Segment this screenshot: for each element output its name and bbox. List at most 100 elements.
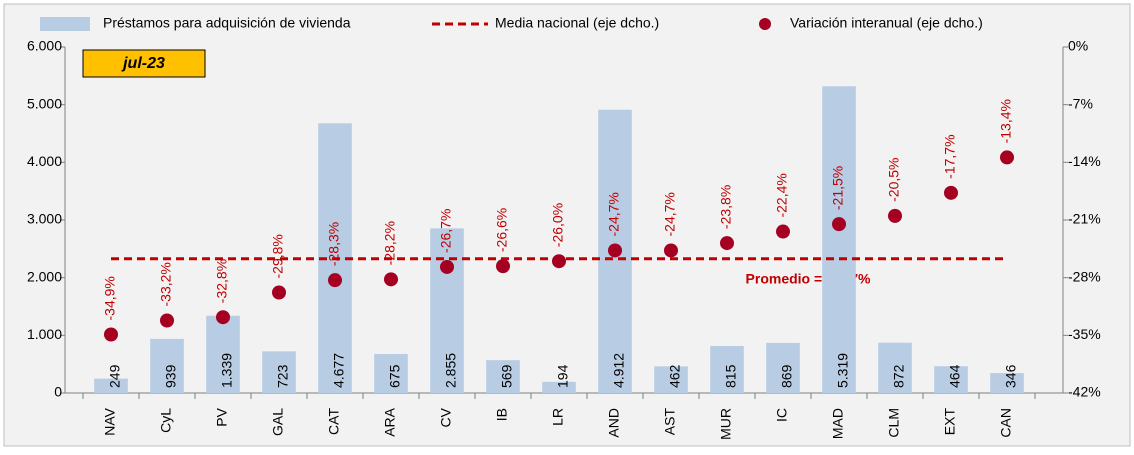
x-tick-label: EXT bbox=[942, 408, 958, 436]
point bbox=[440, 259, 454, 274]
y-tick-label: 2.000 bbox=[27, 268, 62, 284]
point bbox=[664, 243, 678, 258]
bar-value-label: 2.855 bbox=[443, 353, 459, 388]
point-value-label: -32,8% bbox=[214, 259, 230, 303]
legend-label: Préstamos para adquisición de vivienda bbox=[103, 15, 351, 31]
point bbox=[104, 327, 118, 342]
point-value-label: -28,3% bbox=[326, 222, 342, 266]
point-value-label: -23,8% bbox=[718, 185, 734, 229]
y-tick-label: 5.000 bbox=[27, 95, 62, 111]
bar-value-label: 675 bbox=[387, 364, 403, 388]
bar bbox=[822, 86, 856, 394]
point bbox=[496, 259, 510, 274]
y2-tick-label: -42% bbox=[1068, 384, 1101, 400]
x-tick-label: CV bbox=[438, 407, 454, 427]
point bbox=[832, 217, 846, 232]
bar bbox=[878, 342, 912, 393]
point bbox=[552, 254, 566, 269]
x-tick-label: PV bbox=[214, 407, 230, 426]
x-tick-label: GAL bbox=[270, 408, 286, 436]
bar-value-label: 569 bbox=[499, 364, 515, 388]
point bbox=[1000, 150, 1014, 165]
bar bbox=[374, 354, 408, 393]
date-box bbox=[82, 49, 206, 78]
point-value-label: -13,4% bbox=[998, 99, 1014, 143]
bar-value-label: 249 bbox=[107, 364, 123, 388]
bar bbox=[486, 360, 520, 393]
point-value-label: -26,7% bbox=[438, 209, 454, 253]
x-tick-label: NAV bbox=[102, 407, 118, 435]
y2-tick-label: -35% bbox=[1068, 326, 1101, 342]
bar bbox=[206, 315, 240, 393]
x-tick-label: AND bbox=[606, 408, 622, 438]
x-tick-label: CLM bbox=[886, 408, 902, 438]
point-value-label: -24,7% bbox=[606, 192, 622, 236]
x-tick-label: IB bbox=[494, 408, 510, 421]
x-tick-label: AST bbox=[662, 408, 678, 436]
bar bbox=[710, 346, 744, 393]
bar bbox=[766, 342, 800, 393]
point bbox=[216, 310, 230, 325]
x-tick-label: CAT bbox=[326, 408, 342, 435]
y2-tick-label: -28% bbox=[1068, 268, 1101, 284]
bar-value-label: 1.339 bbox=[219, 353, 235, 388]
bar-value-label: 4.912 bbox=[611, 353, 627, 388]
point-value-label: -26,6% bbox=[494, 208, 510, 252]
bar-value-label: 4.677 bbox=[331, 353, 347, 388]
point-value-label: -21,5% bbox=[830, 166, 846, 210]
legend-label: Variación interanual (eje dcho.) bbox=[790, 15, 983, 31]
date-label: jul-23 bbox=[121, 55, 165, 72]
point-value-label: -24,7% bbox=[662, 192, 678, 236]
point-value-label: -33,2% bbox=[158, 262, 174, 306]
x-tick-label: IC bbox=[774, 408, 790, 422]
y2-tick-label: -21% bbox=[1068, 211, 1101, 227]
y2-tick-label: -14% bbox=[1068, 153, 1101, 169]
x-tick-label: LR bbox=[550, 408, 566, 426]
y-tick-label: 4.000 bbox=[27, 153, 62, 169]
bar bbox=[654, 366, 688, 393]
y2-tick-label: 0% bbox=[1068, 38, 1088, 54]
bar bbox=[262, 351, 296, 393]
bar-value-label: 462 bbox=[667, 364, 683, 388]
bar-value-label: 5.319 bbox=[835, 353, 851, 388]
point-value-label: -34,9% bbox=[102, 276, 118, 320]
point bbox=[776, 224, 790, 239]
point bbox=[944, 185, 958, 200]
bar-value-label: 194 bbox=[555, 364, 571, 388]
bar-value-label: 346 bbox=[1003, 364, 1019, 388]
bar bbox=[934, 366, 968, 393]
y-tick-label: 0 bbox=[54, 384, 62, 400]
point bbox=[720, 236, 734, 251]
x-tick-label: MAD bbox=[830, 408, 846, 439]
bar-value-label: 723 bbox=[275, 364, 291, 388]
bar-value-label: 869 bbox=[779, 364, 795, 388]
legend-swatch bbox=[40, 17, 90, 31]
point bbox=[272, 285, 286, 300]
x-tick-label: CAN bbox=[998, 408, 1014, 438]
point-value-label: -29,8% bbox=[270, 234, 286, 278]
point bbox=[384, 272, 398, 287]
legend-swatch bbox=[759, 18, 771, 30]
point-value-label: -20,5% bbox=[886, 158, 902, 202]
bar-value-label: 939 bbox=[163, 364, 179, 388]
x-tick-label: CyL bbox=[158, 408, 174, 433]
bar-value-label: 464 bbox=[947, 364, 963, 388]
point-value-label: -26,0% bbox=[550, 203, 566, 247]
point-value-label: -17,7% bbox=[942, 134, 958, 178]
bar bbox=[542, 381, 576, 393]
bar bbox=[150, 338, 184, 393]
y-tick-label: 6.000 bbox=[27, 38, 62, 54]
x-tick-label: MUR bbox=[718, 408, 734, 440]
y-tick-label: 3.000 bbox=[27, 211, 62, 227]
point-value-label: -22,4% bbox=[774, 173, 790, 217]
point bbox=[608, 243, 622, 258]
point-value-label: -28,2% bbox=[382, 221, 398, 265]
bar bbox=[430, 228, 464, 393]
point bbox=[328, 273, 342, 288]
x-tick-label: ARA bbox=[382, 407, 398, 436]
legend-label: Media nacional (eje dcho.) bbox=[495, 15, 659, 31]
bar bbox=[990, 373, 1024, 393]
point bbox=[160, 313, 174, 328]
y2-tick-label: -7% bbox=[1068, 95, 1093, 111]
